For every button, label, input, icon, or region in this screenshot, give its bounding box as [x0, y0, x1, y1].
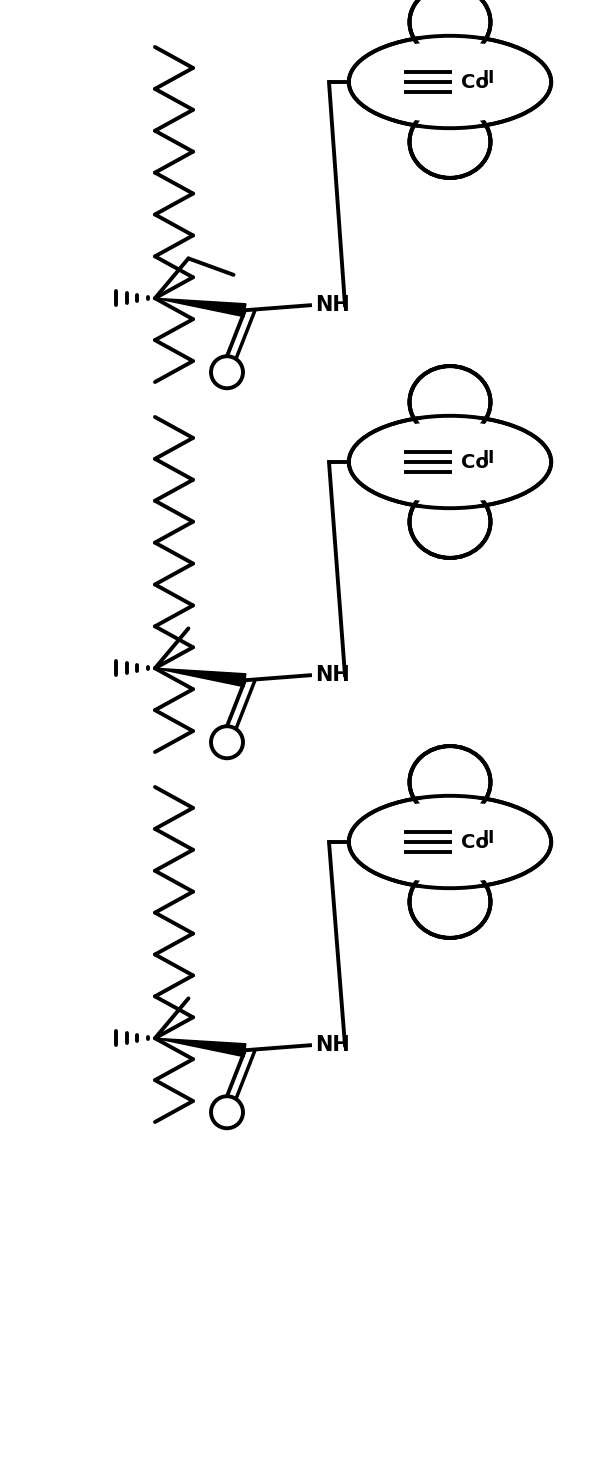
- Text: Co: Co: [461, 452, 488, 471]
- Polygon shape: [155, 669, 246, 687]
- Ellipse shape: [409, 486, 490, 557]
- Ellipse shape: [414, 753, 486, 811]
- Ellipse shape: [409, 747, 490, 819]
- Text: II: II: [483, 69, 495, 87]
- Text: II: II: [483, 829, 495, 846]
- Polygon shape: [155, 298, 246, 317]
- Ellipse shape: [409, 106, 490, 178]
- Text: NH: NH: [315, 1036, 350, 1055]
- Text: NH: NH: [315, 665, 350, 685]
- Circle shape: [211, 1096, 243, 1128]
- Text: Co: Co: [461, 832, 488, 851]
- Ellipse shape: [352, 41, 548, 123]
- Ellipse shape: [352, 421, 548, 503]
- Ellipse shape: [409, 367, 490, 439]
- Text: NH: NH: [315, 295, 350, 315]
- Ellipse shape: [414, 0, 486, 51]
- Polygon shape: [155, 1039, 246, 1056]
- Ellipse shape: [414, 373, 486, 431]
- Ellipse shape: [414, 113, 486, 172]
- Ellipse shape: [352, 801, 548, 883]
- Text: Co: Co: [461, 72, 488, 91]
- Ellipse shape: [409, 866, 490, 937]
- Ellipse shape: [349, 415, 551, 508]
- Circle shape: [211, 356, 243, 389]
- Circle shape: [211, 726, 243, 758]
- Ellipse shape: [414, 873, 486, 932]
- Ellipse shape: [349, 795, 551, 888]
- Text: II: II: [483, 449, 495, 467]
- Ellipse shape: [409, 0, 490, 59]
- Ellipse shape: [414, 493, 486, 552]
- Ellipse shape: [349, 35, 551, 128]
